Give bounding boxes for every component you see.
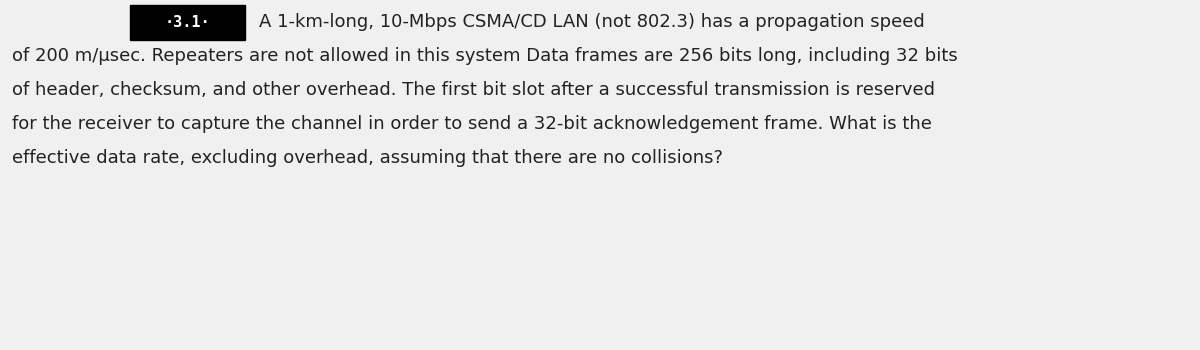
Text: for the receiver to capture the channel in order to send a 32-bit acknowledgemen: for the receiver to capture the channel … bbox=[12, 115, 932, 133]
Text: ·3.1·: ·3.1· bbox=[164, 15, 210, 30]
Text: A 1-km-long, 10-Mbps CSMA/CD LAN (not 802.3) has a propagation speed: A 1-km-long, 10-Mbps CSMA/CD LAN (not 80… bbox=[259, 13, 925, 31]
FancyBboxPatch shape bbox=[130, 5, 245, 40]
Text: effective data rate, excluding overhead, assuming that there are no collisions?: effective data rate, excluding overhead,… bbox=[12, 149, 722, 167]
Text: of 200 m/μsec. Repeaters are not allowed in this system Data frames are 256 bits: of 200 m/μsec. Repeaters are not allowed… bbox=[12, 47, 958, 65]
Text: of header, checksum, and other overhead. The first bit slot after a successful t: of header, checksum, and other overhead.… bbox=[12, 81, 935, 99]
